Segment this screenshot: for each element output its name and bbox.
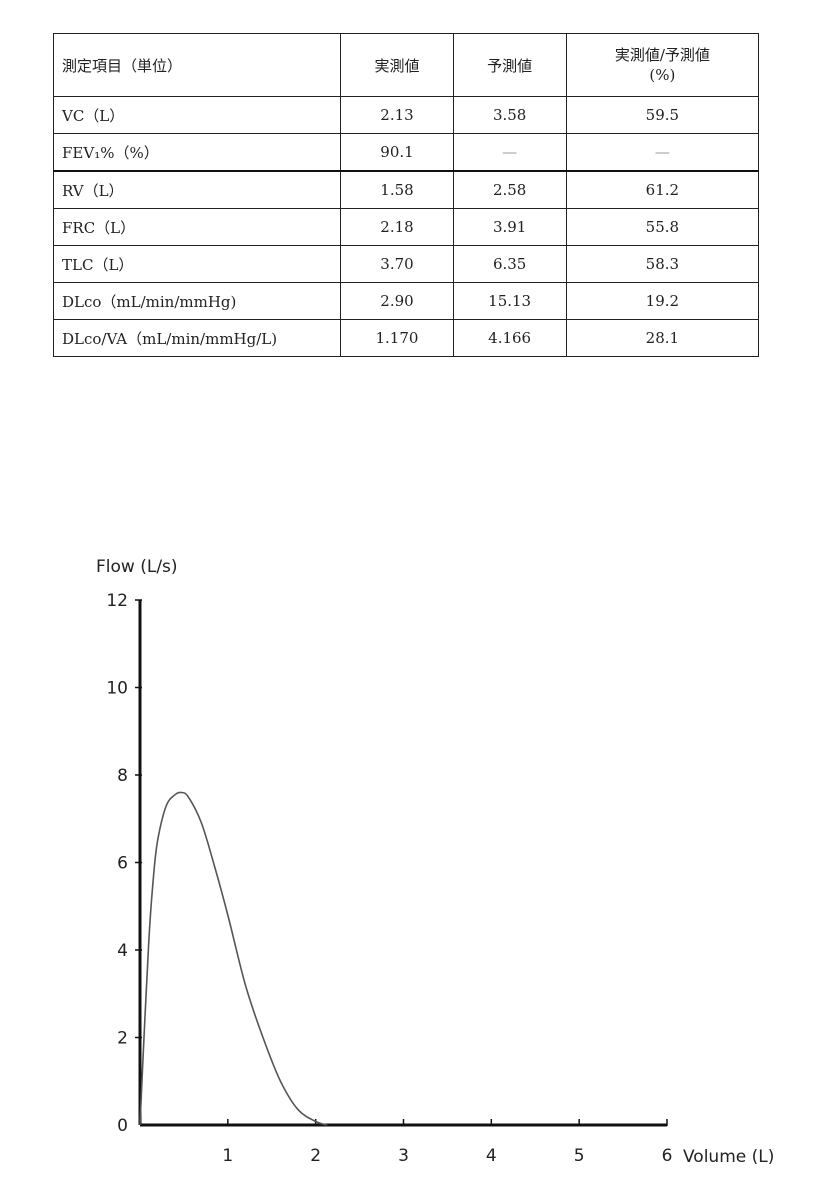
header-item: 測定項目（単位） bbox=[52, 33, 342, 97]
x-tick-label: 5 bbox=[574, 1146, 585, 1166]
x-tick-label: 3 bbox=[398, 1146, 409, 1166]
row-predicted: 3.58 bbox=[452, 96, 567, 134]
row-predicted: 6.35 bbox=[452, 245, 567, 283]
header-predicted: 予測値 bbox=[452, 33, 567, 97]
row-item: TLC（L） bbox=[52, 245, 342, 283]
row-predicted: — bbox=[452, 133, 567, 172]
row-item: VC（L） bbox=[52, 96, 342, 134]
x-axis-label: Volume (L) bbox=[683, 1147, 774, 1167]
row-item: DLco/VA（mL/min/mmHg/L) bbox=[52, 319, 342, 357]
row-ratio: 28.1 bbox=[565, 319, 760, 357]
y-tick-label: 4 bbox=[117, 941, 128, 961]
table-row: DLco/VA（mL/min/mmHg/L) 1.170 4.166 28.1 bbox=[52, 319, 760, 357]
header-ratio: 実測値/予測値 (%) bbox=[565, 33, 760, 97]
row-measured: 2.90 bbox=[340, 282, 454, 320]
table-header-row: 測定項目（単位） 実測値 予測値 実測値/予測値 (%) bbox=[52, 33, 760, 97]
row-ratio: 19.2 bbox=[565, 282, 760, 320]
y-tick-label: 2 bbox=[117, 1029, 128, 1049]
row-ratio: 55.8 bbox=[565, 208, 760, 246]
y-tick-label: 12 bbox=[106, 591, 128, 611]
table-row: FRC（L） 2.18 3.91 55.8 bbox=[52, 208, 760, 246]
header-measured: 実測値 bbox=[340, 33, 454, 97]
table-row: RV（L） 1.58 2.58 61.2 bbox=[52, 170, 760, 209]
row-item: FEV₁%（%） bbox=[52, 133, 342, 172]
row-measured: 1.58 bbox=[340, 170, 454, 209]
header-ratio-line1: 実測値/予測値 bbox=[614, 45, 710, 64]
row-item: FRC（L） bbox=[52, 208, 342, 246]
row-predicted: 2.58 bbox=[452, 170, 567, 209]
row-measured: 1.170 bbox=[340, 319, 454, 357]
table-row: DLco（mL/min/mmHg) 2.90 15.13 19.2 bbox=[52, 282, 760, 320]
flow-volume-curve bbox=[139, 791, 328, 1126]
row-measured: 3.70 bbox=[340, 245, 454, 283]
header-ratio-line2: (%) bbox=[649, 66, 676, 84]
x-tick-label: 6 bbox=[662, 1146, 673, 1166]
row-predicted: 15.13 bbox=[452, 282, 567, 320]
row-measured: 2.18 bbox=[340, 208, 454, 246]
row-predicted: 4.166 bbox=[452, 319, 567, 357]
y-axis-label: Flow (L/s) bbox=[96, 557, 178, 577]
table-row: VC（L） 2.13 3.58 59.5 bbox=[52, 96, 760, 134]
row-item: RV（L） bbox=[52, 170, 342, 209]
pulmonary-function-table: 測定項目（単位） 実測値 予測値 実測値/予測値 (%) VC（L） 2.13 … bbox=[52, 33, 760, 357]
row-ratio: 59.5 bbox=[565, 96, 760, 134]
x-tick-label: 1 bbox=[222, 1146, 233, 1166]
row-predicted: 3.91 bbox=[452, 208, 567, 246]
y-tick-label: 6 bbox=[117, 854, 128, 874]
row-ratio: 61.2 bbox=[565, 170, 760, 209]
y-tick-label: 8 bbox=[117, 766, 128, 786]
table-row: TLC（L） 3.70 6.35 58.3 bbox=[52, 245, 760, 283]
table-row: FEV₁%（%） 90.1 — — bbox=[52, 133, 760, 172]
row-ratio: 58.3 bbox=[565, 245, 760, 283]
y-tick-label: 10 bbox=[106, 679, 128, 699]
x-tick-label: 4 bbox=[486, 1146, 497, 1166]
row-ratio: — bbox=[565, 133, 760, 172]
x-tick-label: 2 bbox=[310, 1146, 321, 1166]
y-tick-label: 0 bbox=[117, 1116, 128, 1136]
row-measured: 90.1 bbox=[340, 133, 454, 172]
row-item: DLco（mL/min/mmHg) bbox=[52, 282, 342, 320]
row-measured: 2.13 bbox=[340, 96, 454, 134]
